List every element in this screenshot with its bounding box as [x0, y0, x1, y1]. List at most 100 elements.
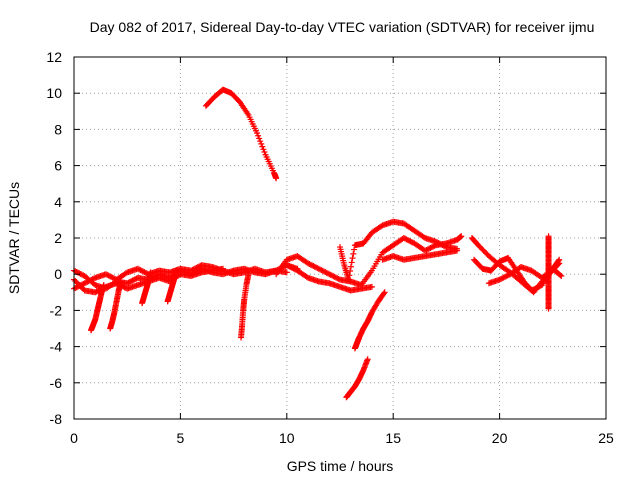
data-point	[351, 246, 358, 253]
data-point	[343, 394, 350, 401]
data-point	[454, 247, 461, 254]
data-point	[90, 275, 97, 282]
x-axis-title: GPS time / hours	[287, 458, 394, 474]
data-point	[311, 263, 318, 270]
data-point	[333, 274, 340, 281]
data-point	[500, 274, 507, 281]
data-point	[422, 247, 429, 254]
data-point	[439, 242, 446, 249]
data-point	[440, 242, 447, 249]
data-point	[347, 268, 354, 275]
data-point	[326, 271, 333, 278]
data-point	[81, 280, 88, 287]
data-point	[291, 266, 298, 273]
data-point	[476, 243, 483, 250]
data-point	[557, 272, 564, 279]
data-point	[310, 263, 317, 270]
series-low-arc-1	[351, 289, 388, 352]
y-tick-label: 0	[54, 266, 62, 282]
data-point	[121, 284, 128, 291]
data-point	[323, 269, 330, 276]
data-point	[458, 233, 465, 240]
data-point	[125, 279, 132, 286]
data-point	[545, 233, 552, 240]
data-point	[132, 276, 139, 283]
grid-lines	[74, 57, 606, 419]
data-point	[347, 263, 354, 270]
x-tick-label: 20	[492, 430, 508, 446]
data-point	[164, 298, 171, 305]
data-point	[130, 276, 137, 283]
data-point	[105, 272, 112, 279]
y-tick-labels: -8 -6 -4 -2 0 2 4 6 8 10 12	[46, 49, 62, 427]
x-tick-label: 10	[279, 430, 295, 446]
data-point	[259, 143, 266, 150]
data-point	[128, 278, 135, 285]
data-point	[435, 239, 442, 246]
data-point	[93, 288, 100, 295]
data-point	[499, 275, 506, 282]
data-point	[322, 269, 329, 276]
data-point	[76, 270, 83, 277]
data-point	[329, 272, 336, 279]
data-point	[260, 146, 267, 153]
data-point	[427, 244, 434, 251]
x-tick-label: 25	[598, 430, 614, 446]
data-point	[479, 246, 486, 253]
data-point	[315, 265, 322, 272]
data-point	[407, 238, 414, 245]
data-point	[108, 273, 115, 280]
data-point	[287, 264, 294, 271]
data-point	[501, 273, 508, 280]
series-drop-1	[88, 282, 107, 334]
data-point	[289, 264, 296, 271]
data-point	[258, 140, 265, 147]
data-point	[400, 235, 407, 241]
data-point	[82, 279, 89, 286]
x-tick-label: 15	[385, 430, 401, 446]
data-point	[346, 272, 353, 279]
data-point	[309, 262, 316, 269]
data-points	[71, 86, 565, 401]
data-point	[254, 130, 261, 137]
data-point	[378, 223, 385, 230]
data-point	[404, 237, 411, 244]
data-point	[432, 238, 439, 245]
data-point	[403, 236, 410, 243]
data-point	[558, 273, 565, 280]
data-point	[129, 277, 136, 284]
data-point	[325, 270, 332, 277]
data-point	[290, 265, 297, 272]
x-tick-label: 0	[70, 430, 78, 446]
data-point	[481, 249, 488, 256]
series-high-arc	[202, 86, 280, 182]
data-point	[331, 273, 338, 280]
data-point	[319, 267, 326, 274]
y-tick-label: 6	[54, 158, 62, 174]
data-point	[72, 277, 79, 284]
data-point	[273, 175, 280, 182]
data-point	[88, 327, 95, 334]
data-point	[483, 250, 490, 257]
y-tick-label: 10	[46, 85, 62, 101]
data-point	[318, 267, 325, 274]
data-point	[334, 275, 341, 282]
data-point	[424, 246, 431, 253]
data-point	[76, 282, 83, 289]
data-point	[438, 241, 445, 248]
series-drop-5	[238, 271, 252, 341]
data-point	[480, 247, 487, 254]
data-point	[261, 149, 268, 156]
series-mid-arc-c	[337, 218, 461, 283]
y-tick-label: 8	[54, 121, 62, 137]
data-point	[92, 289, 99, 296]
data-point	[406, 237, 413, 244]
data-point	[73, 279, 80, 286]
series-mid-arc-b	[283, 262, 375, 294]
series-mid-arc-d	[379, 247, 461, 263]
data-point	[475, 242, 482, 249]
data-point	[138, 267, 145, 274]
data-point	[122, 270, 129, 277]
data-point	[327, 271, 334, 278]
